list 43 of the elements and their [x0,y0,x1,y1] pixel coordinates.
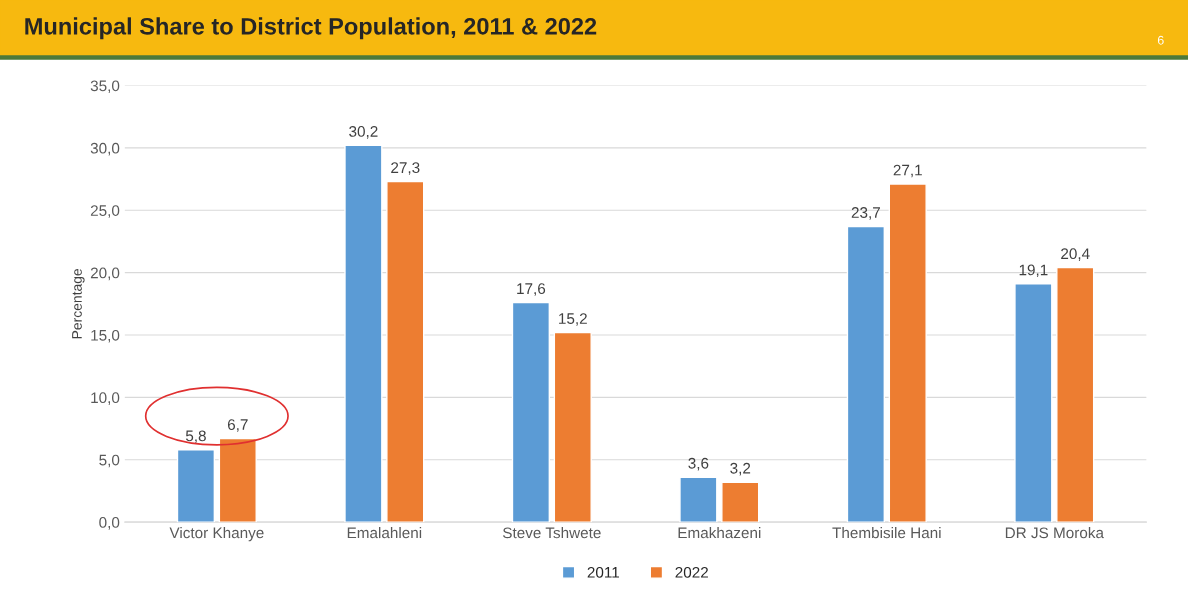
data-label: 27,1 [893,164,922,178]
y-tick-label: 25,0 [90,205,120,218]
legend-label: 2022 [675,566,708,578]
x-tick-label: DR JS Moroka [1005,527,1104,539]
bar [888,183,927,523]
x-tick-label: Emakhazeni [678,527,761,539]
y-tick-label: 20,0 [90,267,120,281]
x-tick-label: Emalahleni [347,527,422,539]
y-tick-label: 30,0 [90,142,120,156]
bar [679,476,718,523]
y-tick-label: 10,0 [91,392,120,405]
data-label: 27,3 [391,162,420,175]
x-tick-label: Thembisile Hani [832,527,941,539]
data-label: 30,2 [349,126,378,139]
bar [721,481,760,523]
bar [1014,283,1053,523]
bar [553,331,592,523]
x-tick-label: Victor Khanye [169,527,264,542]
data-label: 3,2 [730,462,751,476]
bar [846,225,885,523]
y-tick-label: 5,0 [99,454,120,468]
y-tick-label: 35,0 [90,80,120,94]
text: 6 [1157,35,1164,45]
legend-label: 2011 [587,566,619,578]
bar [386,180,425,523]
data-label: 20,4 [1061,248,1090,261]
bar [344,144,383,523]
bar [511,301,551,523]
data-label: 23,7 [851,207,880,220]
data-label: 17,6 [517,283,546,296]
data-label: 6,7 [227,419,248,432]
y-axis-title: Percentage [72,268,85,339]
data-label: 3,6 [688,457,709,471]
bar [218,437,257,523]
bar [176,449,216,523]
data-label: 15,2 [559,313,587,326]
y-tick-label: 0,0 [99,517,120,530]
y-tick-label: 15,0 [91,329,120,343]
bar [1056,266,1095,523]
data-label: 5,8 [185,430,206,444]
x-tick-label: Steve Tshwete [502,527,601,539]
chart-title: Municipal Share to District Population, 2011 & 2022 [25,17,597,40]
data-label: 19,1 [1019,264,1048,278]
